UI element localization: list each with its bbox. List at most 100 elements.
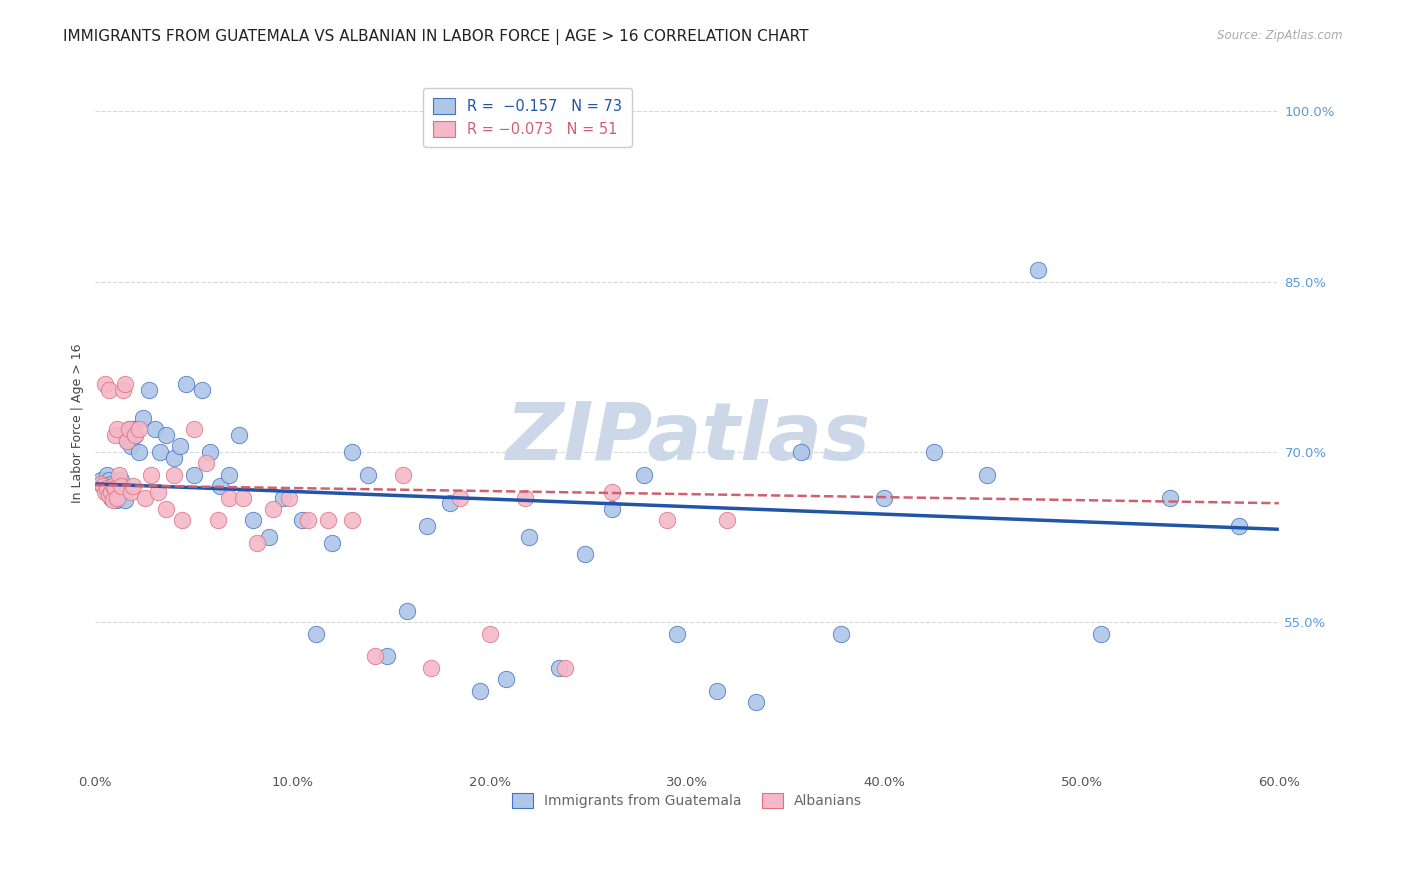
Point <box>246 536 269 550</box>
Point <box>439 496 461 510</box>
Point <box>100 484 122 499</box>
Point <box>143 422 166 436</box>
Point <box>134 491 156 505</box>
Point <box>790 445 813 459</box>
Point <box>94 476 117 491</box>
Point <box>94 482 117 496</box>
Point <box>115 434 138 448</box>
Point <box>600 501 623 516</box>
Point <box>98 474 121 488</box>
Point <box>554 661 576 675</box>
Point <box>121 479 143 493</box>
Point <box>149 445 172 459</box>
Point <box>218 467 240 482</box>
Point <box>547 661 569 675</box>
Point <box>1227 519 1250 533</box>
Point <box>208 479 231 493</box>
Point <box>90 474 112 488</box>
Point <box>118 422 141 436</box>
Point <box>104 428 127 442</box>
Y-axis label: In Labor Force | Age > 16: In Labor Force | Age > 16 <box>72 344 84 503</box>
Point <box>976 467 998 482</box>
Point <box>98 488 121 502</box>
Point <box>124 428 146 442</box>
Point <box>321 536 343 550</box>
Point <box>163 450 186 465</box>
Point <box>139 467 162 482</box>
Point <box>515 491 537 505</box>
Point <box>207 513 229 527</box>
Point <box>104 488 127 502</box>
Point <box>100 476 122 491</box>
Point <box>121 422 143 436</box>
Text: ZIPatlas: ZIPatlas <box>505 399 869 476</box>
Point <box>101 492 124 507</box>
Point <box>115 434 138 448</box>
Point <box>124 428 146 442</box>
Point <box>574 547 596 561</box>
Legend: Immigrants from Guatemala, Albanians: Immigrants from Guatemala, Albanians <box>505 786 869 815</box>
Point <box>98 383 121 397</box>
Point <box>118 422 141 436</box>
Point <box>375 649 398 664</box>
Point <box>94 376 117 391</box>
Point <box>110 482 132 496</box>
Point <box>257 530 280 544</box>
Point <box>716 513 738 527</box>
Point <box>666 626 689 640</box>
Point <box>271 491 294 505</box>
Point <box>478 626 501 640</box>
Point <box>155 428 177 442</box>
Point <box>108 476 131 491</box>
Text: Source: ZipAtlas.com: Source: ZipAtlas.com <box>1218 29 1343 42</box>
Point <box>128 445 150 459</box>
Point <box>198 445 221 459</box>
Point <box>111 383 134 397</box>
Point <box>419 661 441 675</box>
Point <box>316 513 339 527</box>
Point <box>100 491 122 505</box>
Point <box>108 491 131 505</box>
Point <box>110 474 132 488</box>
Point <box>416 519 439 533</box>
Point <box>356 467 378 482</box>
Point <box>94 484 117 499</box>
Point <box>174 376 197 391</box>
Point <box>495 672 517 686</box>
Point <box>633 467 655 482</box>
Point <box>104 482 127 496</box>
Point <box>105 479 128 493</box>
Point <box>1090 626 1112 640</box>
Point <box>297 513 319 527</box>
Point <box>138 383 160 397</box>
Point <box>392 467 415 482</box>
Point <box>91 479 114 493</box>
Point <box>172 513 194 527</box>
Point <box>449 491 471 505</box>
Point <box>228 428 250 442</box>
Point <box>340 513 363 527</box>
Point <box>218 491 240 505</box>
Point <box>600 484 623 499</box>
Point <box>105 491 128 505</box>
Point <box>262 501 284 516</box>
Point <box>101 484 124 499</box>
Point <box>111 484 134 499</box>
Point <box>364 649 387 664</box>
Point <box>114 492 136 507</box>
Point <box>340 445 363 459</box>
Point <box>105 422 128 436</box>
Point <box>120 439 142 453</box>
Point <box>873 491 896 505</box>
Point <box>91 479 114 493</box>
Point <box>131 411 153 425</box>
Point <box>305 626 328 640</box>
Point <box>96 467 118 482</box>
Point <box>148 484 170 499</box>
Point <box>232 491 254 505</box>
Point <box>163 467 186 482</box>
Point <box>291 513 314 527</box>
Point <box>277 491 299 505</box>
Point <box>395 604 418 618</box>
Point <box>101 479 124 493</box>
